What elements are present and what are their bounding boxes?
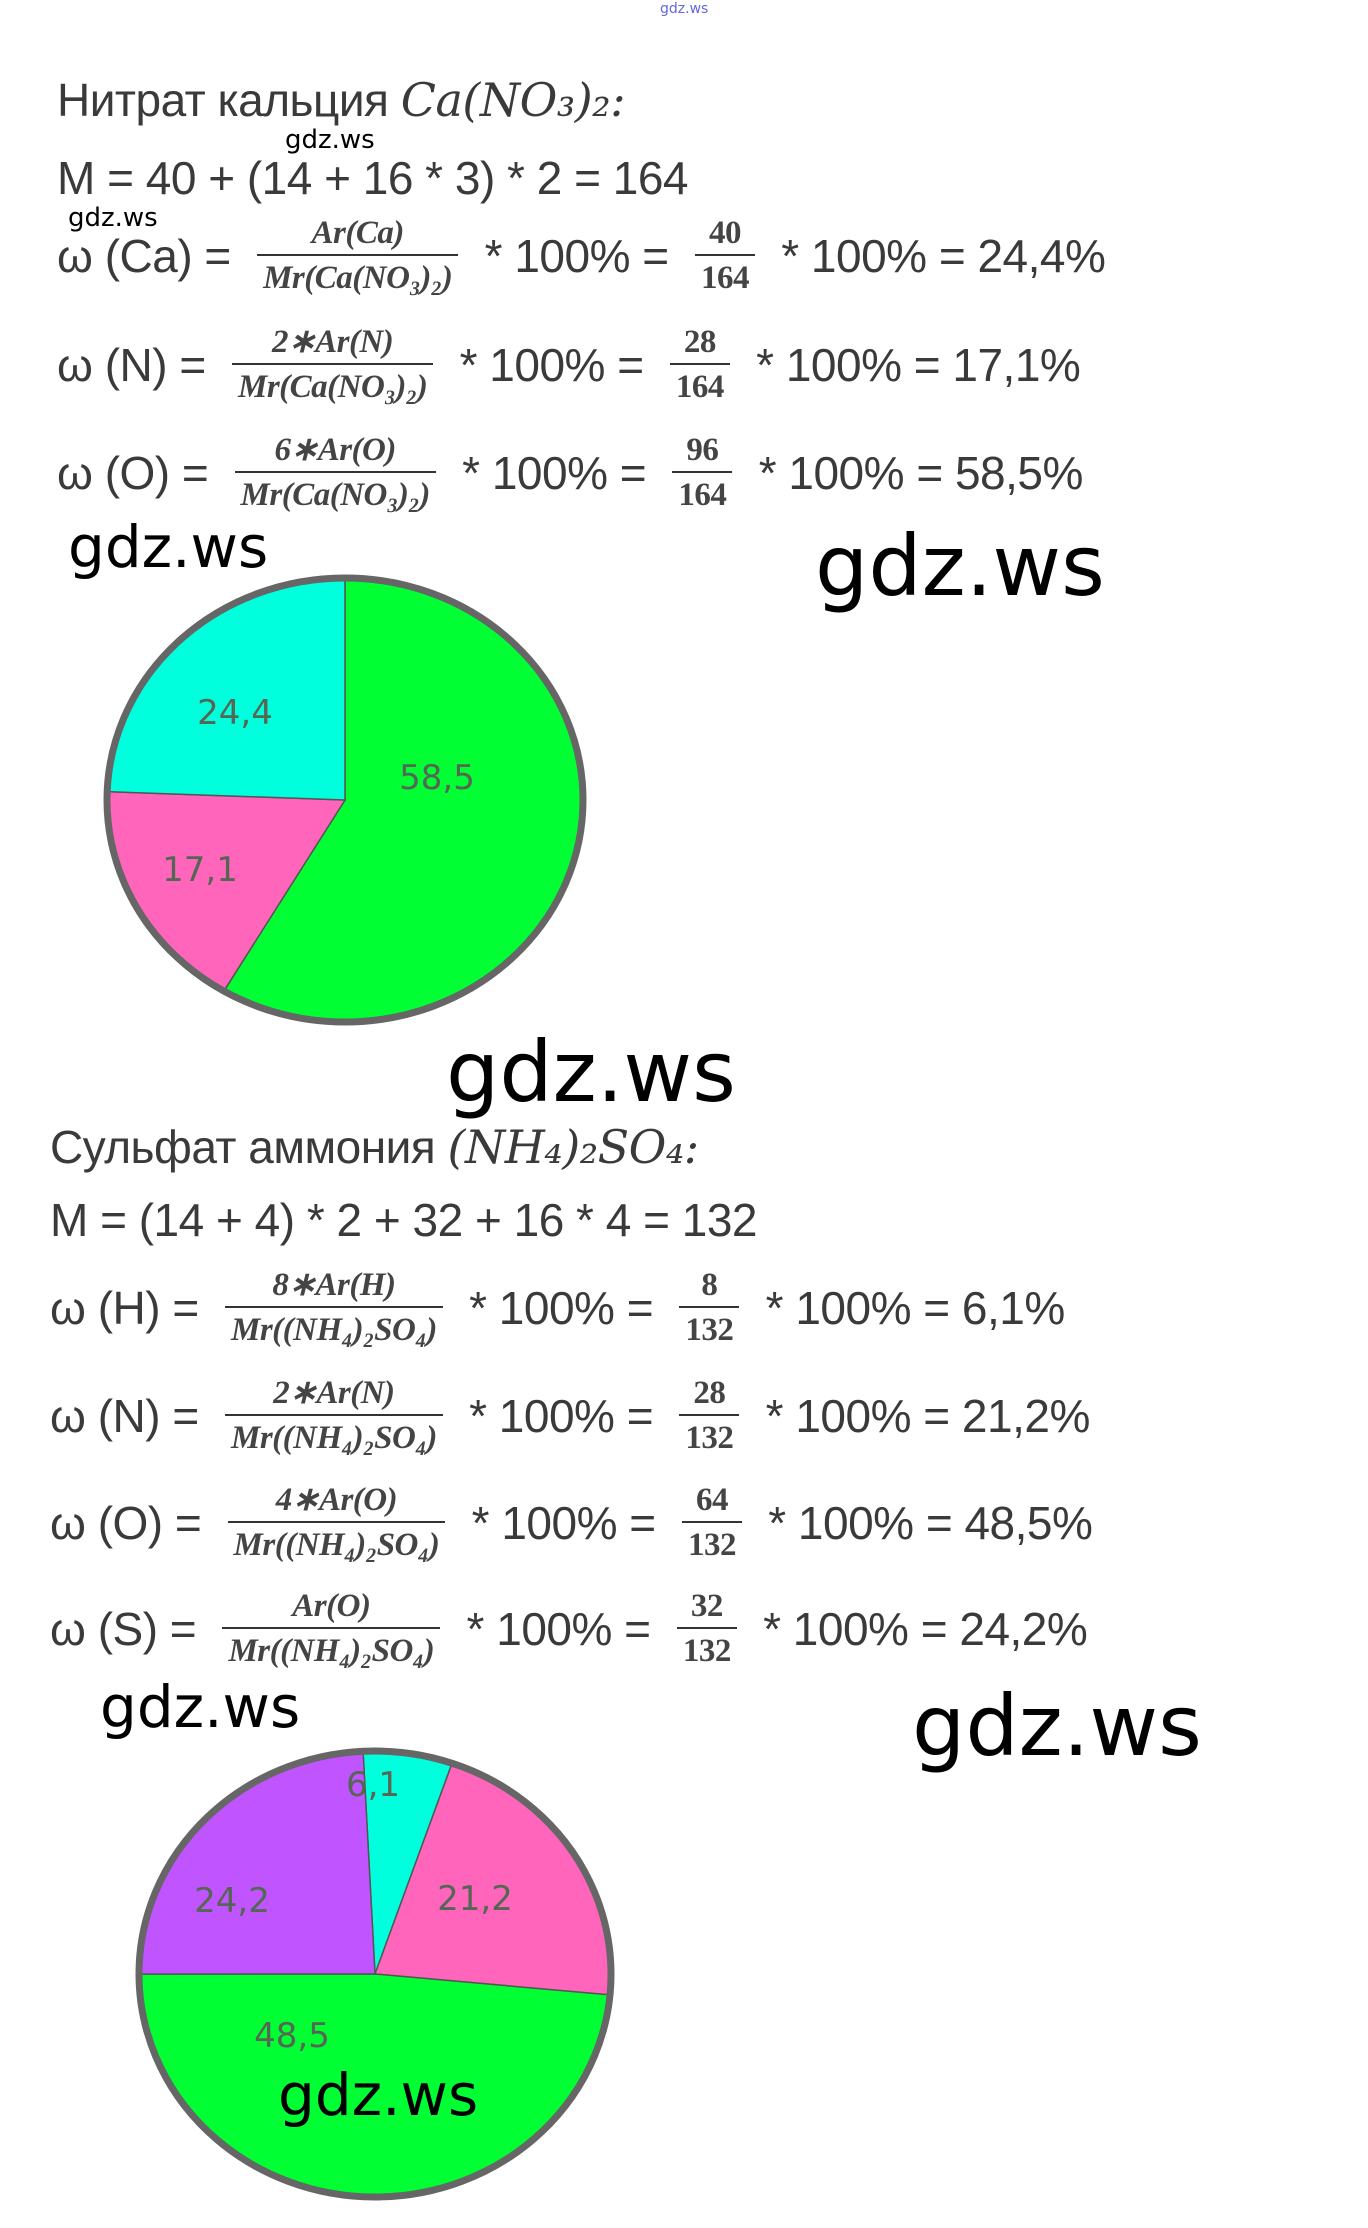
multiplier: * 100% = [447,339,656,391]
molar-mass: M = 40 + (14 + 16 * 3) * 2 = 164 [57,152,689,204]
numeric-fraction: 28 164 [669,324,730,404]
denominator: Mr(Ca(NO₃)₂) [231,363,434,404]
row-label: ω (O) = [50,1497,214,1549]
multiplier: * 100% = [449,447,659,499]
numeric-fraction: 96 164 [672,432,733,512]
denominator: 164 [672,471,733,512]
row-label: ω (S) = [50,1603,209,1655]
mass-fraction-row: ω (N) = 2∗Ar(N) Mr((NH₄)₂SO₄) * 100% = 28… [50,1377,1090,1455]
denominator: 132 [681,1521,742,1562]
numeric-fraction: 64 132 [681,1482,742,1562]
mass-fraction-row: ω (O) = 4∗Ar(O) Mr((NH₄)₂SO₄) * 100% = 64… [50,1482,1093,1562]
denominator: Mr((NH₄)₂SO₄) [227,1521,446,1562]
pie-border [103,574,587,1026]
title-text: Нитрат кальция [57,74,401,126]
numerator: Ar(Ca) [311,215,405,251]
header-watermark: gdz.ws [660,1,709,17]
title-formula: Ca(NO₃)₂: [400,73,626,127]
numeric-fraction: 40 164 [694,215,755,295]
mass-fraction-row: ω (O) = 6∗Ar(O) Mr(Ca(NO₃)₂) * 100% = 96 1… [57,434,1083,512]
numerator: Ar(O) [292,1588,371,1624]
numerator: 40 [708,215,742,251]
pie-slice-label: 6,1 [346,1765,400,1805]
multiplier: * 100% = [472,230,681,282]
numeric-fraction: 32 132 [676,1588,737,1668]
numerator: 2∗Ar(N) [271,324,394,360]
watermark: gdz.ws [278,2061,479,2129]
pie-slice-label: 48,5 [254,2016,330,2056]
mass-fraction-row: ω (Ca) = Ar(Ca) Mr(Ca(NO₃)₂) * 100% = 40 1… [57,215,1106,295]
denominator: Mr(Ca(NO₃)₂) [234,471,436,512]
numerator: 2∗Ar(N) [273,1375,395,1411]
formula-fraction: 8∗Ar(H) Mr((NH₄)₂SO₄) [224,1267,443,1347]
row-result: * 100% = 24,2% [750,1603,1088,1655]
formula-fraction: Ar(O) Mr((NH₄)₂SO₄) [222,1588,441,1668]
denominator: 132 [679,1414,740,1455]
row-result: * 100% = 24,4% [768,230,1106,282]
numerator: 64 [695,1482,729,1518]
watermark: gdz.ws [285,125,375,155]
formula-fraction: 6∗Ar(O) Mr(Ca(NO₃)₂) [234,432,436,512]
section-title: Нитрат кальция Ca(NO₃)₂: [57,73,626,127]
row-label: ω (H) = [50,1282,211,1334]
pie-slice-label: 24,2 [194,1881,270,1921]
watermark: gdz.ws [815,517,1105,615]
title-formula: (NH₄)₂SO₄: [447,1120,700,1174]
mass-fraction-row: ω (N) = 2∗Ar(N) Mr(Ca(NO₃)₂) * 100% = 28 1… [57,324,1081,404]
denominator: 164 [669,363,730,404]
row-result: * 100% = 21,2% [753,1390,1091,1442]
molar-mass: M = (14 + 4) * 2 + 32 + 16 * 4 = 132 [50,1194,758,1246]
numerator: 28 [683,324,717,360]
formula-fraction: 2∗Ar(N) Mr(Ca(NO₃)₂) [231,324,434,404]
pie-slice-label: 24,4 [197,693,273,733]
formula-fraction: Ar(Ca) Mr(Ca(NO₃)₂) [257,215,459,295]
numerator: 8 [701,1267,718,1303]
row-result: * 100% = 48,5% [755,1497,1093,1549]
denominator: 132 [679,1306,740,1347]
multiplier: * 100% = [459,1497,668,1549]
row-label: ω (N) = [57,339,218,391]
numerator: 4∗Ar(O) [275,1482,398,1518]
numerator: 28 [693,1375,726,1411]
numeric-fraction: 8 132 [679,1267,740,1347]
multiplier: * 100% = [456,1282,666,1334]
row-label: ω (N) = [50,1390,211,1442]
numeric-fraction: 28 132 [679,1375,740,1455]
mass-fraction-row: ω (S) = Ar(O) Mr((NH₄)₂SO₄) * 100% = 32 13… [50,1588,1088,1668]
title-text: Сульфат аммония [50,1121,448,1173]
denominator: Mr((NH₄)₂SO₄) [224,1414,443,1455]
numerator: 8∗Ar(H) [272,1267,396,1303]
row-result: * 100% = 17,1% [743,339,1081,391]
pie-slice-label: 21,2 [437,1879,513,1919]
watermark: gdz.ws [100,1673,301,1741]
denominator: Mr(Ca(NO₃)₂) [257,254,459,295]
denominator: 164 [694,254,755,295]
pie-border [135,1747,615,2201]
denominator: 132 [676,1627,737,1668]
section-title: Сульфат аммония (NH₄)₂SO₄: [50,1124,699,1170]
multiplier: * 100% = [456,1390,666,1442]
numerator: 6∗Ar(O) [274,432,397,468]
watermark: gdz.ws [68,203,158,233]
watermark: gdz.ws [68,513,269,581]
watermark: gdz.ws [912,1677,1202,1775]
multiplier: * 100% = [454,1603,663,1655]
denominator: Mr((NH₄)₂SO₄) [224,1306,443,1347]
row-label: ω (Ca) = [57,230,244,282]
watermark: gdz.ws [446,1023,736,1121]
formula-fraction: 4∗Ar(O) Mr((NH₄)₂SO₄) [227,1482,446,1562]
formula-fraction: 2∗Ar(N) Mr((NH₄)₂SO₄) [224,1375,443,1455]
numerator: 96 [686,432,719,468]
numerator: 32 [690,1588,724,1624]
row-result: * 100% = 6,1% [753,1282,1066,1334]
row-result: * 100% = 58,5% [746,447,1084,499]
pie-slice-label: 17,1 [162,850,238,890]
denominator: Mr((NH₄)₂SO₄) [222,1627,441,1668]
row-label: ω (O) = [57,447,221,499]
pie-slice-label: 58,5 [399,758,475,798]
